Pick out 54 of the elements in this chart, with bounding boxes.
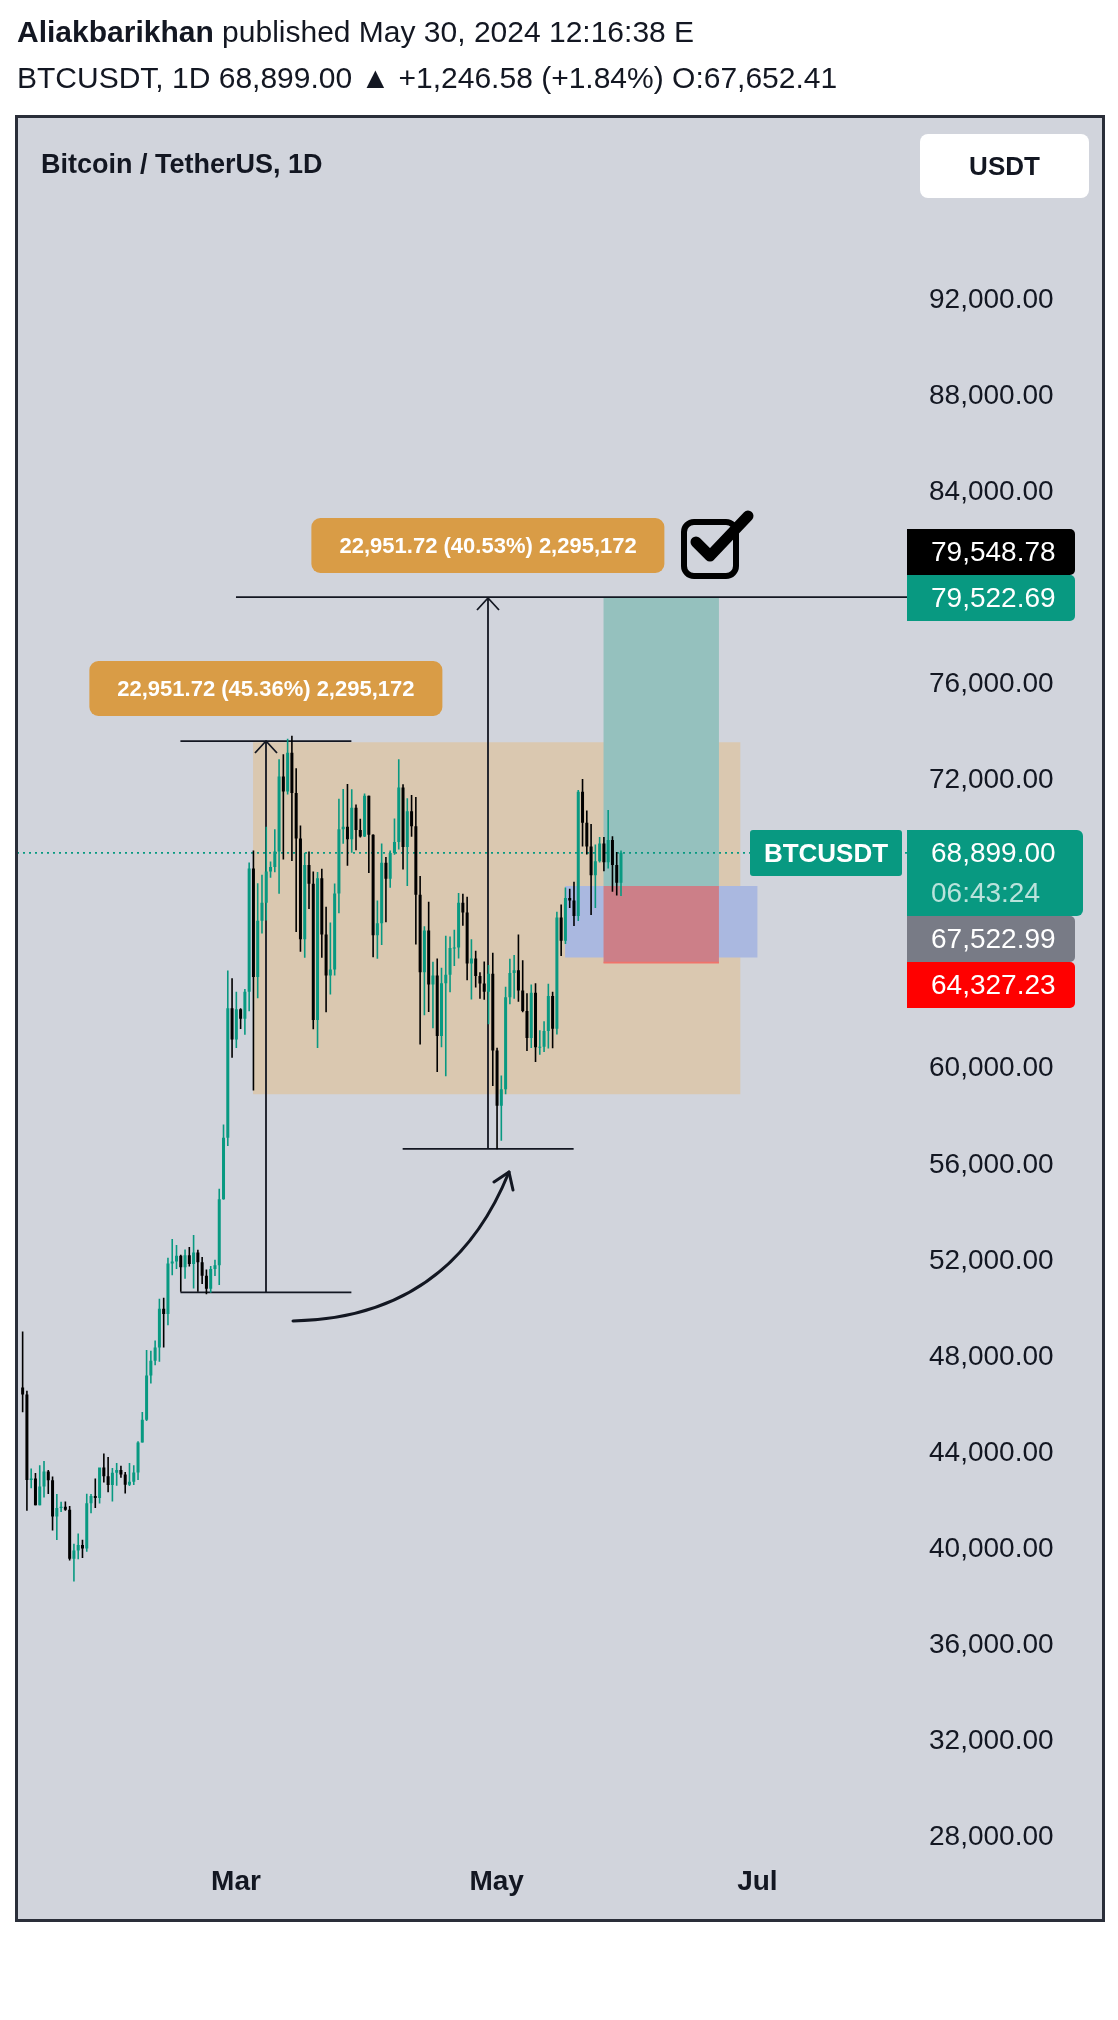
ref-line-label: 68,899.00 — [931, 835, 1057, 870]
text: 79,548.78 — [907, 528, 1075, 575]
candlestick — [478, 972, 482, 999]
candlestick — [431, 961, 435, 1029]
y-tick-label: 48,000.00 — [929, 1339, 1054, 1371]
candlestick — [196, 1249, 200, 1292]
candlestick — [213, 1259, 217, 1276]
y-tick-label: 32,000.00 — [929, 1723, 1054, 1755]
candlestick — [72, 1543, 76, 1582]
candlestick — [444, 935, 448, 1077]
y-tick-label: 88,000.00 — [929, 379, 1054, 411]
y-tick-label: 72,000.00 — [929, 763, 1054, 795]
candlestick — [55, 1494, 59, 1541]
x-tick-label: Jul — [737, 1864, 778, 1896]
y-tick-label: 40,000.00 — [929, 1531, 1054, 1563]
candlestick — [290, 735, 294, 862]
candlestick — [589, 824, 593, 915]
annotation: 22,951.72 (40.53%) 2,295,172 — [311, 517, 665, 573]
text: 79,522.69 — [907, 574, 1075, 621]
candlestick — [170, 1239, 174, 1276]
annotation: BTCUSDT — [750, 829, 902, 876]
y-axis-title: USDT — [920, 134, 1089, 198]
x-tick-label: Mar — [211, 1864, 261, 1896]
candlestick — [384, 857, 388, 923]
y-tick-label: 28,000.00 — [929, 1819, 1054, 1851]
y-tick-label: 56,000.00 — [929, 1147, 1054, 1179]
candlestick — [482, 961, 486, 1000]
candlestick — [29, 1468, 33, 1489]
text: Bitcoin / TetherUS, 1D — [41, 148, 323, 181]
candlestick — [341, 788, 345, 844]
x-tick-label: May — [469, 1864, 525, 1896]
text: Aliakbarikhan published May 30, 2024 12:16:38 E — [17, 14, 695, 50]
candlestick — [93, 1478, 97, 1508]
candlestick — [106, 1456, 110, 1493]
candlestick — [461, 893, 465, 926]
y-tick-label: 84,000.00 — [929, 475, 1054, 507]
y-tick-label: 52,000.00 — [929, 1243, 1054, 1275]
candlestick — [59, 1501, 63, 1513]
annotation: 22,951.72 (45.36%) 2,295,172 — [89, 661, 443, 717]
chart-subtitle: BTCUSDT, 1D 68,899.00 ▲ +1,246.58 (+1.84%) O:67,652.41 — [17, 60, 838, 96]
y-tick-label: 76,000.00 — [929, 667, 1054, 699]
text: 64,327.23 — [907, 961, 1075, 1008]
candlestick — [294, 768, 298, 933]
y-tick-label: 92,000.00 — [929, 283, 1054, 315]
candlestick — [512, 954, 516, 999]
y-tick-label: 36,000.00 — [929, 1627, 1054, 1659]
text: 67,522.99 — [907, 915, 1075, 962]
candlestick — [307, 851, 311, 909]
y-tick-label: 60,000.00 — [929, 1051, 1054, 1083]
text: 06:43:24 — [931, 875, 1041, 910]
y-tick-label: 44,000.00 — [929, 1435, 1054, 1467]
candlestick — [179, 1254, 183, 1292]
candlestick — [76, 1533, 80, 1560]
candlestick — [538, 1030, 542, 1055]
